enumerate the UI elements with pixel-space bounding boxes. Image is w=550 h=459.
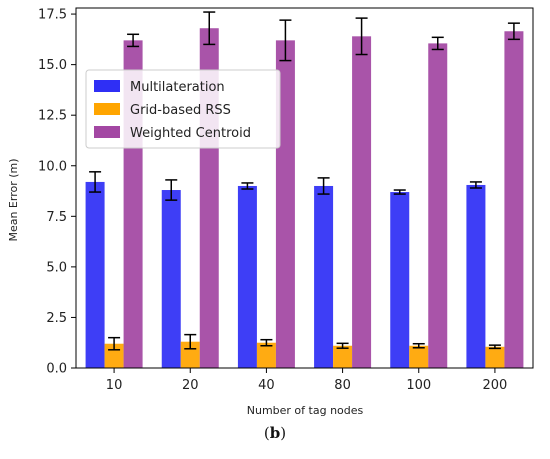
bars-group	[85, 28, 524, 369]
bar-multilateration-100	[390, 192, 410, 368]
caption-close: )	[280, 424, 287, 442]
legend-swatch	[94, 126, 120, 138]
bar-multilateration-80	[314, 185, 334, 368]
legend-swatch	[94, 103, 120, 115]
bar-weighted-centroid-80	[352, 36, 372, 368]
x-axis-label: Number of tag nodes	[247, 404, 364, 417]
bar-multilateration-20	[161, 190, 181, 368]
error-bars-group	[89, 11, 520, 351]
bar-multilateration-10	[85, 181, 105, 368]
bar-grid-based-rss-200	[485, 346, 505, 368]
bar-weighted-centroid-40	[275, 40, 295, 368]
plot-frame	[75, 7, 534, 369]
x-tick-label: 80	[334, 378, 351, 393]
bar-weighted-centroid-100	[428, 43, 448, 369]
legend-label: Multilateration	[130, 80, 225, 95]
x-tick-label: 200	[483, 378, 508, 393]
legend-box	[85, 69, 281, 149]
bar-grid-based-rss-100	[409, 345, 429, 368]
y-tick-label: 10.0	[38, 159, 67, 174]
bar-multilateration-40	[237, 185, 257, 368]
bar-grid-based-rss-40	[256, 342, 276, 368]
y-tick-label: 5.0	[46, 260, 67, 275]
caption-open: (	[263, 424, 270, 442]
y-tick-label: 17.5	[38, 8, 67, 23]
bar-grid-based-rss-80	[333, 345, 353, 368]
bar-multilateration-200	[466, 184, 486, 368]
y-tick-label: 12.5	[38, 109, 67, 124]
bar-chart: 10 20 40 80 100 200 0.0 2.5 5.0 7.5 10.0 12.5 15.0 17…	[7, 7, 534, 417]
y-tick-label: 15.0	[38, 58, 67, 73]
figure-caption: (b)	[0, 424, 550, 442]
y-tick-label: 0.0	[46, 362, 67, 377]
axes-group: 10 20 40 80 100 200 0.0 2.5 5.0 7.5 10.0 12.5 15.0 17…	[38, 7, 534, 393]
x-tick-label: 10	[106, 378, 123, 393]
y-tick-label: 7.5	[46, 210, 67, 225]
legend-label: Weighted Centroid	[130, 126, 251, 141]
legend-swatch	[94, 80, 120, 92]
y-tick-label: 2.5	[46, 311, 67, 326]
y-axis-label: Mean Error (m)	[7, 158, 20, 241]
legend-label: Grid-based RSS	[130, 103, 231, 118]
bar-weighted-centroid-200	[504, 31, 524, 369]
x-tick-label: 100	[406, 378, 431, 393]
x-tick-label: 40	[258, 378, 275, 393]
x-tick-label: 20	[182, 378, 199, 393]
legend: Multilateration Grid-based RSS Weighted Ce…	[85, 69, 281, 149]
caption-label: b	[269, 424, 281, 442]
